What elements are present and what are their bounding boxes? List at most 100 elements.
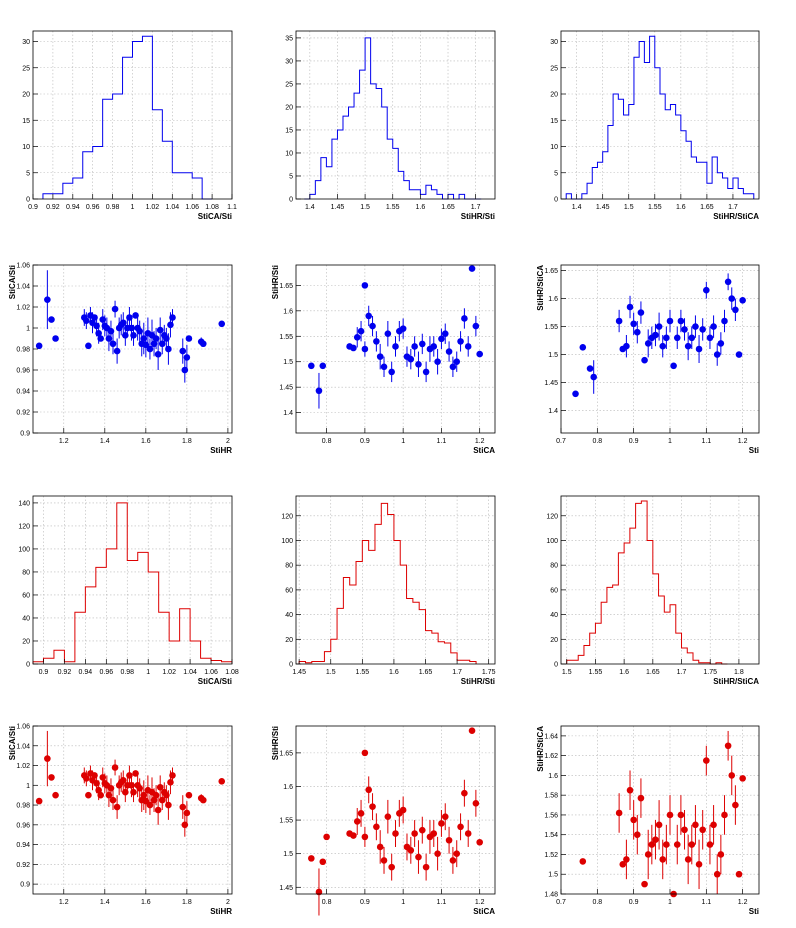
y-tick-label: 1.65 — [544, 268, 558, 275]
y-tick-label: 25 — [22, 65, 30, 72]
data-point — [380, 857, 388, 864]
data-point — [468, 265, 476, 272]
y-tick-label: 30 — [22, 39, 30, 46]
x-tick-label: 1.7 — [677, 669, 687, 676]
x-axis-title: StiCA/Sti — [198, 212, 232, 221]
data-point — [373, 338, 380, 345]
histogram-series — [42, 35, 213, 200]
y-tick-label: 1.06 — [16, 724, 30, 731]
data-point — [353, 818, 361, 825]
chart-panel-6: 0.7 0.8 0.9 1 1.1 1.21.41.451.51.551.61.65Sti… — [536, 264, 760, 455]
data-point — [713, 351, 721, 358]
plot-frame — [560, 725, 760, 895]
data-point — [724, 278, 732, 286]
x-tick-label: 1.4 — [100, 899, 110, 906]
x-tick-label: 1 — [668, 899, 672, 906]
data-point — [623, 342, 630, 350]
x-tick-label: 1.5 — [326, 669, 336, 676]
data-point — [468, 727, 476, 735]
data-point — [688, 334, 696, 342]
x-tick-label: 0.98 — [106, 204, 120, 211]
data-point — [48, 774, 55, 781]
data-point — [357, 327, 365, 335]
data-point — [218, 778, 226, 785]
y-axis-title: StiHR/Sti — [271, 265, 280, 299]
y-tick-label: 40 — [550, 612, 558, 619]
data-point — [706, 841, 714, 848]
data-point — [476, 350, 483, 358]
x-tick-label: 1.2 — [475, 438, 485, 445]
y-tick-label: 1.6 — [283, 784, 293, 791]
y-tick-label: 1.5 — [283, 851, 293, 858]
chart-panel-10: 1.2 1.4 1.6 1.8 2 0.9 0.92 0.94 0.96 0.98 1 1.02 1.0… — [8, 724, 233, 916]
data-point — [119, 319, 127, 327]
x-tick-label: 0.8 — [322, 438, 332, 445]
y-tick-label: 15 — [550, 118, 558, 125]
y-tick-label: 20 — [285, 637, 293, 644]
plot-frame — [32, 725, 233, 895]
data-point — [183, 354, 191, 361]
x-tick-label: 1.55 — [356, 669, 370, 676]
x-tick-label: 0.96 — [86, 204, 100, 211]
chart-panel-2: 1.4 1.45 1.5 1.55 1.6 1.65 1.7 0 5 10 15 20 25 30 35 St… — [285, 30, 496, 221]
x-tick-label: 1.1 — [437, 899, 447, 906]
y-tick-label: 30 — [285, 58, 293, 65]
x-axis-title: StiCA — [473, 907, 495, 916]
plot-frame — [560, 30, 760, 200]
data-point — [673, 334, 681, 342]
chart-panel-3: 1.4 1.45 1.5 1.55 1.6 1.65 1.7 0 5 10 15 20 25 30 StiH… — [550, 30, 760, 221]
data-point — [735, 870, 743, 878]
data-point — [652, 331, 659, 339]
data-point — [415, 360, 422, 368]
x-tick-label: 1.2 — [738, 438, 748, 445]
data-point — [453, 850, 461, 857]
data-point — [165, 345, 172, 353]
y-tick-label: 1.65 — [279, 283, 293, 290]
x-tick-label: 1.2 — [59, 438, 69, 445]
y-tick-label: 100 — [18, 546, 30, 553]
x-tick-label: 1.45 — [292, 669, 306, 676]
data-point — [361, 749, 369, 757]
data-point — [373, 823, 380, 831]
data-point — [713, 870, 721, 878]
data-point — [52, 335, 59, 342]
histogram-series — [565, 35, 755, 200]
y-tick-label: 1 — [26, 783, 30, 790]
data-point — [721, 811, 728, 819]
data-point — [699, 326, 706, 333]
x-tick-label: 1.5 — [624, 204, 634, 211]
data-point — [308, 362, 315, 370]
y-tick-label: 1.06 — [16, 263, 30, 270]
data-point — [199, 340, 207, 348]
data-point — [644, 340, 652, 347]
data-point — [52, 791, 59, 799]
data-point — [169, 314, 176, 321]
data-point — [703, 757, 710, 764]
x-axis-title: StiCA — [473, 446, 495, 455]
y-tick-label: 0 — [289, 662, 293, 669]
y-tick-label: 1.45 — [279, 385, 293, 392]
data-point — [350, 344, 357, 352]
x-tick-label: 0.92 — [46, 204, 60, 211]
y-tick-label: 0 — [554, 662, 558, 669]
x-tick-label: 1.2 — [59, 899, 69, 906]
data-point — [434, 850, 441, 857]
y-tick-label: 0.98 — [16, 803, 30, 810]
data-point — [411, 343, 418, 350]
x-tick-label: 1.5 — [562, 669, 572, 676]
x-tick-label: 1.6 — [141, 899, 151, 906]
x-tick-label: 1.1 — [701, 438, 711, 445]
x-tick-label: 1.06 — [204, 669, 218, 676]
x-tick-label: 1.02 — [146, 204, 160, 211]
y-tick-label: 40 — [22, 615, 30, 622]
data-point — [85, 791, 92, 799]
data-point — [185, 335, 193, 342]
x-tick-label: 1 — [401, 438, 405, 445]
data-point — [218, 320, 226, 328]
data-point — [717, 851, 725, 858]
data-point — [376, 843, 384, 851]
data-point — [464, 830, 472, 837]
data-point — [623, 856, 630, 863]
data-point — [681, 826, 688, 834]
